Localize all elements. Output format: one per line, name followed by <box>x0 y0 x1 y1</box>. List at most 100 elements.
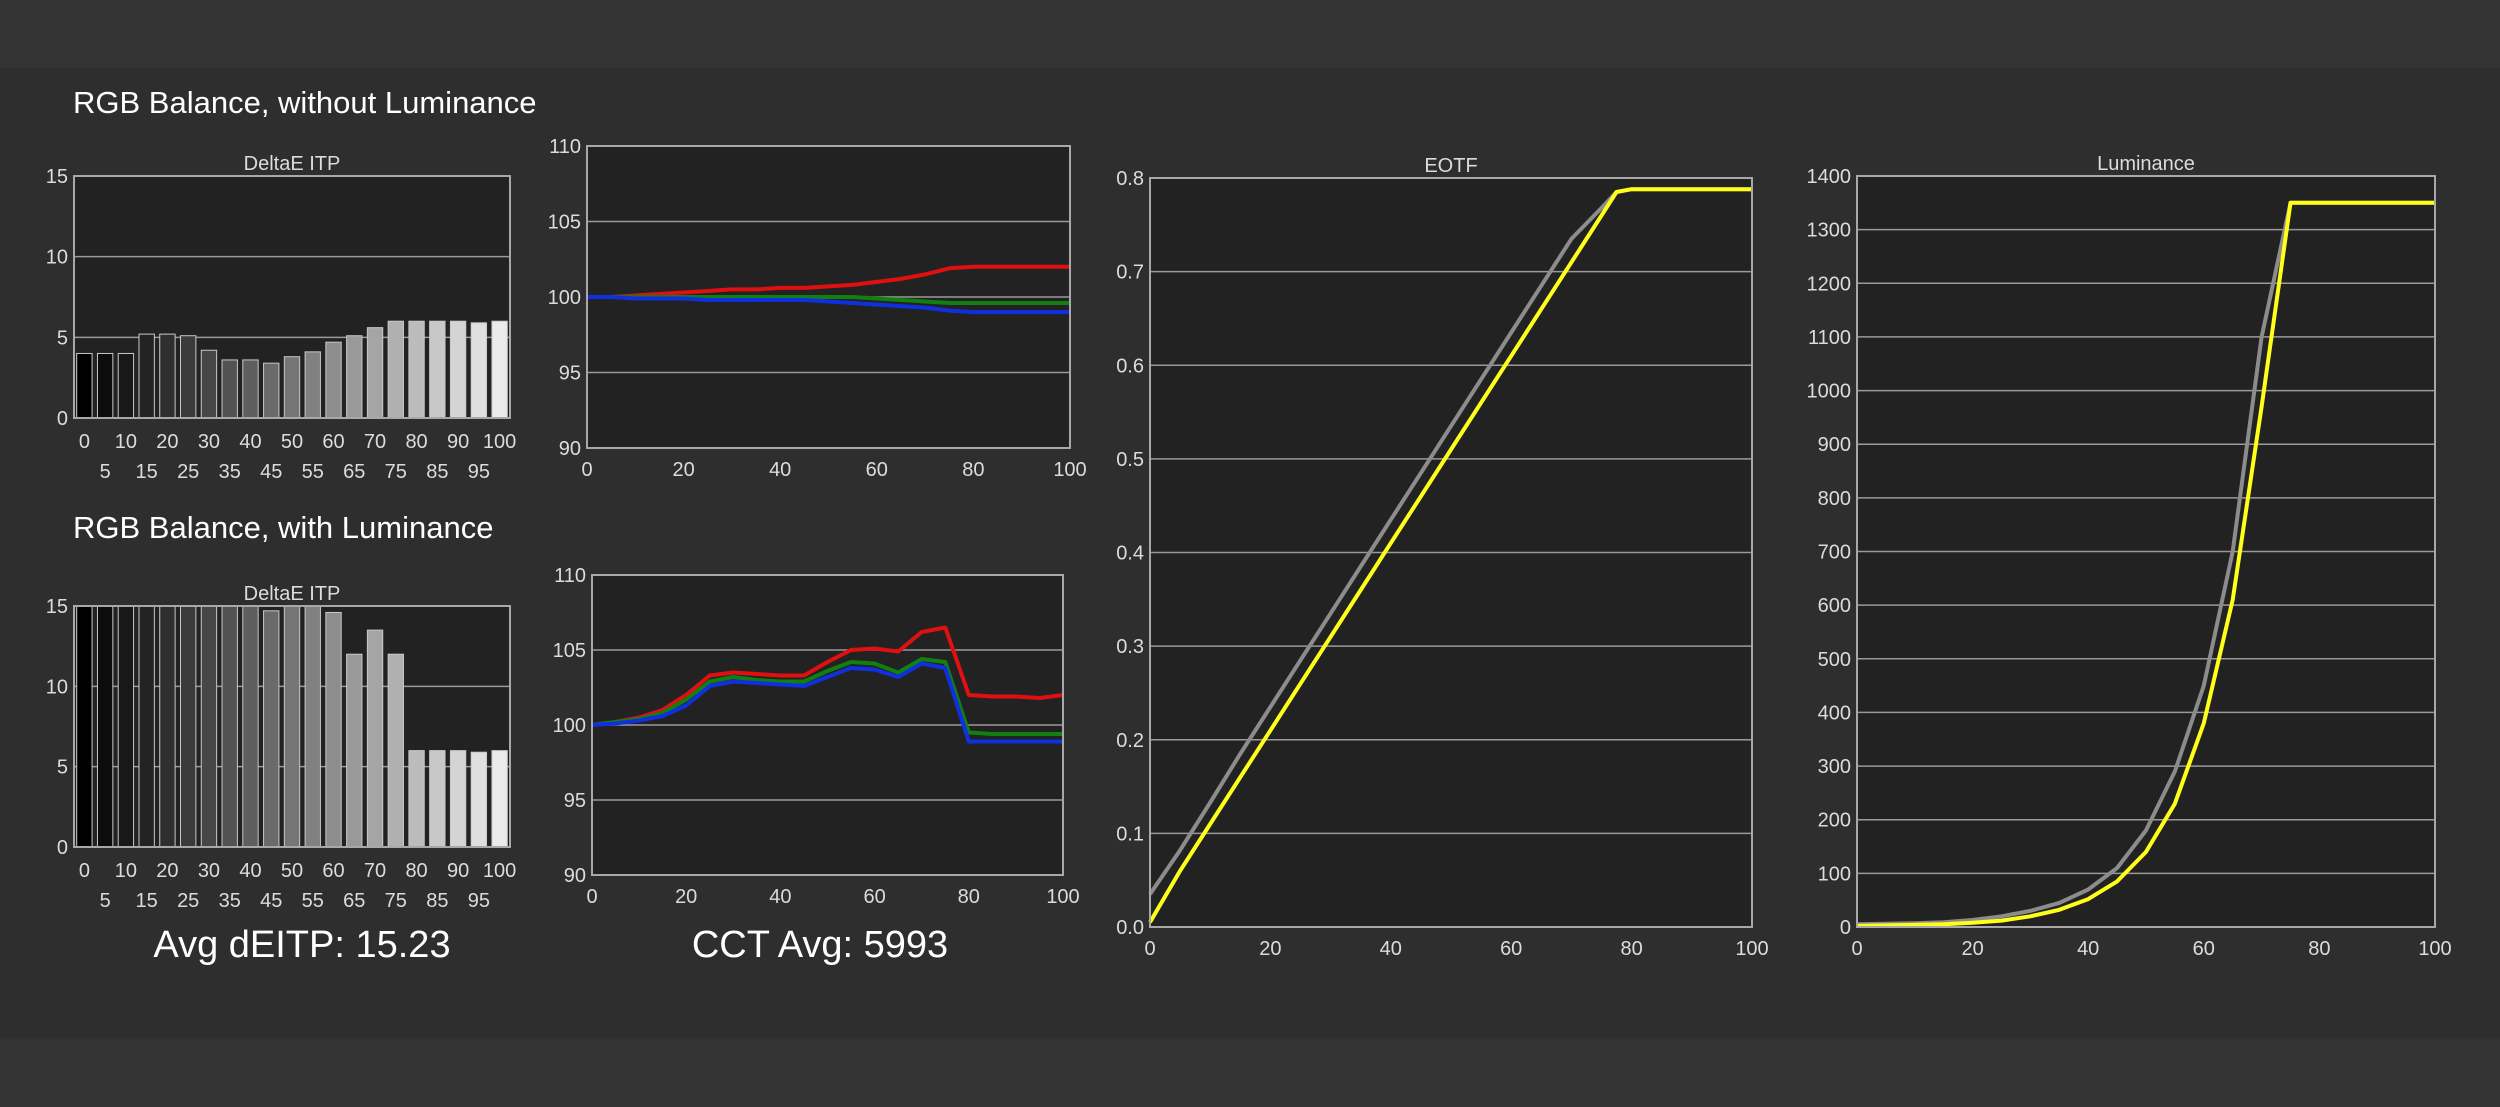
deltae_bottom-xtick-label: 10 <box>115 860 137 882</box>
luminance-xtick-label: 20 <box>1961 938 1983 960</box>
deltae_top-bar <box>429 320 446 419</box>
luminance-xtick-label: 60 <box>2193 938 2215 960</box>
rgb_top-ytick-label: 105 <box>548 212 581 234</box>
luminance-ytick-label: 300 <box>1818 756 1851 778</box>
deltae_top-bar <box>180 335 197 419</box>
deltae_bottom-xtick-label: 90 <box>447 860 469 882</box>
deltae_bottom-xtick-label: 15 <box>136 890 158 912</box>
eotf-ytick-label: 0.7 <box>1116 262 1144 284</box>
luminance-ytick-label: 1300 <box>1807 220 1852 242</box>
deltae_top-ytick-label: 10 <box>46 247 68 269</box>
eotf-group: 0.0 0.1 0.2 0.3 0.4 0.5 0.6 0.7 0.8 0 20 40 60 80 100 E… <box>1116 155 1769 960</box>
deltae_top-bar <box>470 322 488 419</box>
luminance-ytick-label: 1100 <box>1808 327 1851 349</box>
deltae_top-title: DeltaE ITP <box>244 153 341 175</box>
rgb_bottom-ytick-label: 90 <box>564 865 586 887</box>
rgb_bottom-ytick-label: 105 <box>553 640 586 662</box>
deltae_bottom-xtick-label: 40 <box>239 860 261 882</box>
rgb_top-ytick-label: 95 <box>559 363 581 385</box>
deltae_bottom-bar <box>263 610 280 848</box>
deltae_bottom-xtick-label: 70 <box>364 860 386 882</box>
avg-deitp-label: Avg dEITP: 15.23 <box>153 924 451 966</box>
deltae_bottom-ytick-label: 5 <box>57 757 68 779</box>
rgb_top-ytick-label: 110 <box>549 136 581 158</box>
rgb_bottom-series-red-line <box>591 625 1064 727</box>
eotf-ytick-label: 0.5 <box>1116 449 1144 471</box>
deltae_top-xtick-label: 85 <box>426 461 448 483</box>
deltae_top-xtick-label: 45 <box>260 461 282 483</box>
deltae_bottom-bar <box>325 611 342 848</box>
deltae_bottom-bar <box>346 653 363 848</box>
deltae_bottom-bar <box>76 605 93 848</box>
rgb_bottom-xtick-label: 40 <box>769 886 791 908</box>
deltae_bottom-xtick-label: 75 <box>385 890 407 912</box>
rgb_bottom-xtick-label: 100 <box>1046 886 1079 908</box>
deltae_bottom-xtick-label: 65 <box>343 890 365 912</box>
deltae_bottom-xtick-label: 25 <box>177 890 199 912</box>
deltae_top-xtick-label: 20 <box>156 431 178 453</box>
deltae_bottom-bar <box>470 751 488 848</box>
deltae_top-bar <box>304 351 321 419</box>
luminance-ytick-label: 800 <box>1818 488 1851 510</box>
rgb_top-frame <box>586 145 1071 449</box>
section-title-top: RGB Balance, without Luminance <box>73 85 537 120</box>
deltae_top-bar <box>346 335 363 419</box>
deltae_bottom-bar <box>117 605 135 848</box>
deltae_bottom-group: 0510150510152025303540455055606570758085… <box>46 583 517 912</box>
luminance-ytick-label: 400 <box>1818 702 1851 724</box>
rgb_top-ytick-label: 90 <box>559 438 581 460</box>
rgb_bottom-group: 90 95 100 105 110 0 20 40 60 80 100 <box>553 565 1080 908</box>
deltae_bottom-frame <box>73 605 511 848</box>
deltae_bottom-bar <box>304 605 321 848</box>
deltae_top-bar <box>283 356 301 419</box>
deltae_bottom-ytick-label: 10 <box>46 676 68 698</box>
rgb_top-xtick-label: 0 <box>581 459 592 481</box>
deltae_bottom-xtick-label: 35 <box>219 890 241 912</box>
deltae_top-bar <box>387 320 404 419</box>
luminance-title: Luminance <box>2097 153 2195 175</box>
luminance-ytick-label: 500 <box>1818 649 1851 671</box>
deltae_bottom-xtick-label: 80 <box>405 860 427 882</box>
luminance-ytick-label: 1200 <box>1807 273 1852 295</box>
deltae_top-xtick-label: 60 <box>322 431 344 453</box>
deltae_bottom-bar <box>408 750 425 848</box>
eotf-ytick-label: 0.8 <box>1116 168 1144 190</box>
eotf-xtick-label: 40 <box>1380 938 1402 960</box>
deltae_top-xtick-label: 90 <box>447 431 469 453</box>
deltae_top-xtick-label: 40 <box>239 431 261 453</box>
deltae_top-bar <box>221 359 238 419</box>
eotf-xtick-label: 100 <box>1735 938 1768 960</box>
deltae_top-bar <box>117 352 135 419</box>
deltae_top-xtick-label: 80 <box>405 431 427 453</box>
deltae_bottom-bar <box>96 605 114 848</box>
deltae_top-xtick-label: 30 <box>198 431 220 453</box>
deltae_top-xtick-label: 50 <box>281 431 303 453</box>
deltae_bottom-bar <box>200 605 218 848</box>
deltae_top-bar <box>200 349 218 419</box>
deltae_top-bar <box>449 320 467 419</box>
rgb_top-xtick-label: 20 <box>672 459 694 481</box>
rgb_bottom-xtick-label: 0 <box>586 886 597 908</box>
rgb_bottom-frame <box>591 574 1064 876</box>
eotf-xtick-label: 20 <box>1259 938 1281 960</box>
rgb_bottom-xtick-label: 20 <box>675 886 697 908</box>
deltae_bottom-xtick-label: 0 <box>79 860 90 882</box>
luminance-ytick-label: 1000 <box>1807 381 1852 403</box>
rgb_bottom-ytick-label: 100 <box>553 715 586 737</box>
deltae_top-xtick-label: 35 <box>219 461 241 483</box>
eotf-ytick-label: 0.4 <box>1116 543 1144 565</box>
deltae_bottom-bar <box>138 605 155 848</box>
deltae_top-xtick-label: 5 <box>100 461 111 483</box>
rgb_top-xtick-label: 80 <box>962 459 984 481</box>
deltae_top-xtick-label: 75 <box>385 461 407 483</box>
rgb_bottom-series-blue-line <box>591 661 1063 744</box>
deltae_bottom-xtick-label: 100 <box>483 860 516 882</box>
luminance-ytick-label: 100 <box>1818 863 1851 885</box>
deltae_top-xtick-label: 65 <box>343 461 365 483</box>
deltae_top-xtick-label: 15 <box>136 461 158 483</box>
rgb_bottom-series-green-line <box>591 657 1063 736</box>
deltae_top-ytick-label: 0 <box>57 408 68 430</box>
deltae_bottom-xtick-label: 95 <box>468 890 490 912</box>
rgb_top-series-blue-line <box>587 295 1070 315</box>
